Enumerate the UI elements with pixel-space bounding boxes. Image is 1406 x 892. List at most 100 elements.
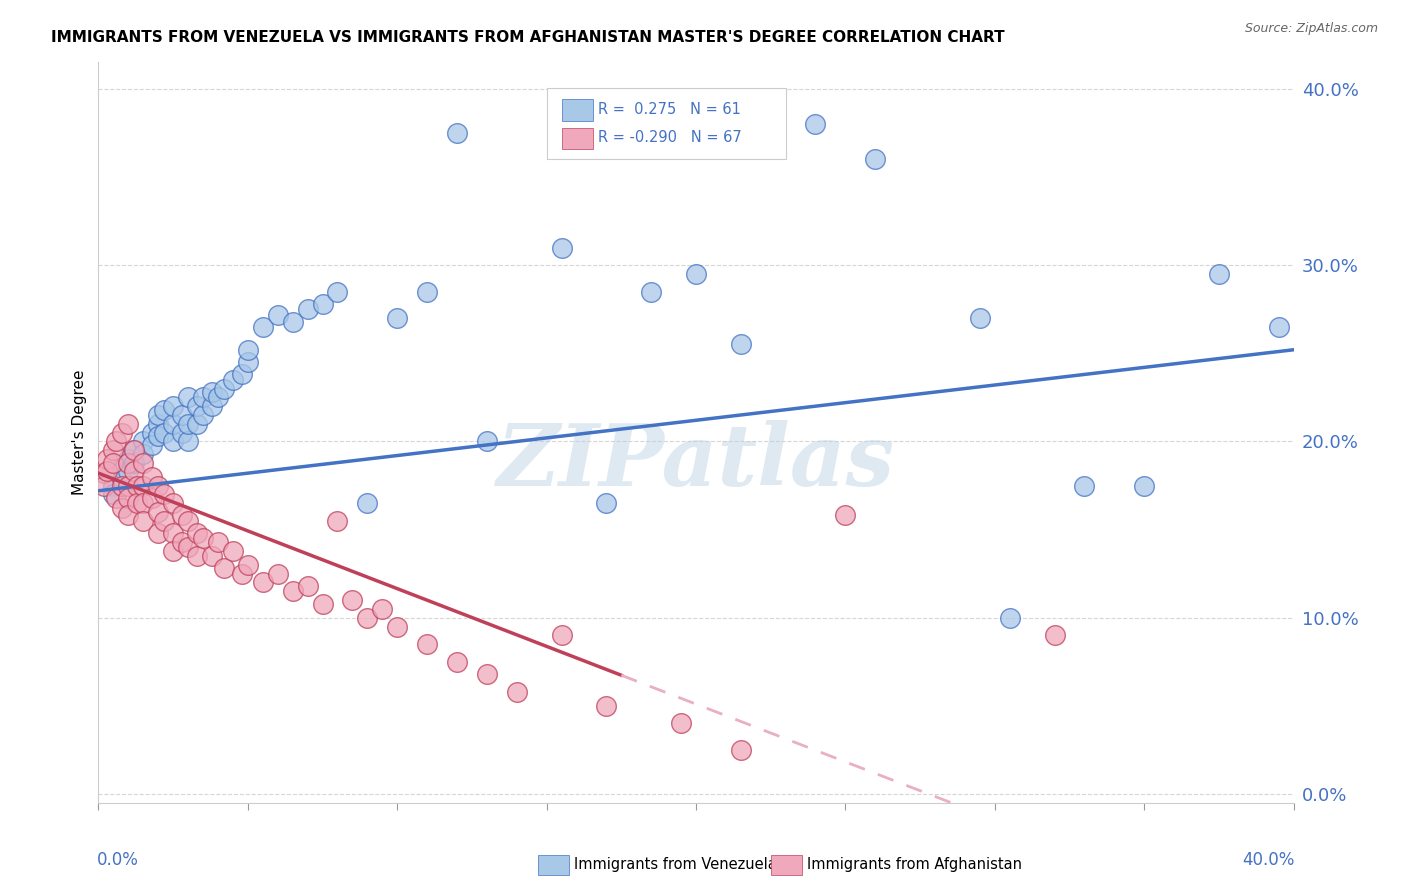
Point bbox=[124, 443, 146, 458]
Point bbox=[416, 285, 439, 299]
Text: 0.0%: 0.0% bbox=[97, 851, 139, 869]
Point bbox=[105, 434, 128, 449]
Point bbox=[162, 417, 184, 431]
Point bbox=[132, 496, 155, 510]
Point bbox=[446, 655, 468, 669]
Point bbox=[172, 508, 194, 523]
Point bbox=[201, 549, 224, 563]
Point bbox=[236, 558, 259, 572]
Point bbox=[371, 602, 394, 616]
Point bbox=[103, 456, 125, 470]
Point bbox=[148, 526, 170, 541]
Point bbox=[153, 402, 176, 417]
Point bbox=[550, 240, 572, 254]
Point bbox=[191, 408, 214, 422]
Point bbox=[132, 434, 155, 449]
Point bbox=[148, 429, 170, 443]
Point bbox=[1267, 319, 1289, 334]
Point bbox=[111, 461, 134, 475]
Point bbox=[236, 355, 259, 369]
Point bbox=[252, 575, 274, 590]
Point bbox=[124, 464, 146, 478]
Point bbox=[162, 543, 184, 558]
Point bbox=[236, 343, 259, 357]
Point bbox=[385, 619, 409, 633]
Point bbox=[212, 561, 235, 575]
Point bbox=[153, 425, 176, 440]
Point bbox=[93, 478, 115, 492]
Point bbox=[186, 399, 208, 413]
Point bbox=[162, 496, 184, 510]
Point bbox=[186, 549, 208, 563]
FancyBboxPatch shape bbox=[538, 855, 569, 875]
Point bbox=[595, 698, 617, 713]
Y-axis label: Master's Degree: Master's Degree bbox=[72, 370, 87, 495]
Point bbox=[186, 526, 208, 541]
Point bbox=[117, 452, 139, 467]
Point bbox=[127, 478, 149, 492]
Point bbox=[297, 302, 319, 317]
FancyBboxPatch shape bbox=[562, 128, 593, 149]
Point bbox=[177, 540, 200, 554]
Point bbox=[177, 417, 200, 431]
Point bbox=[207, 390, 229, 404]
Point bbox=[446, 126, 468, 140]
Point bbox=[252, 319, 274, 334]
Point bbox=[201, 385, 224, 400]
Point bbox=[311, 297, 333, 311]
Point bbox=[177, 390, 200, 404]
Point bbox=[1208, 267, 1230, 281]
Point bbox=[1133, 478, 1156, 492]
Text: Immigrants from Afghanistan: Immigrants from Afghanistan bbox=[807, 857, 1022, 872]
Point bbox=[267, 566, 290, 581]
Point bbox=[231, 368, 253, 382]
Point bbox=[132, 478, 155, 492]
Point bbox=[103, 443, 125, 458]
Point bbox=[475, 667, 498, 681]
Point bbox=[222, 543, 245, 558]
Point bbox=[111, 501, 134, 516]
Point bbox=[191, 390, 214, 404]
Point bbox=[127, 496, 149, 510]
Point bbox=[595, 496, 617, 510]
Point bbox=[416, 637, 439, 651]
Point bbox=[141, 469, 163, 483]
Point bbox=[326, 514, 349, 528]
Point bbox=[141, 438, 163, 452]
Point bbox=[117, 456, 139, 470]
Point bbox=[148, 417, 170, 431]
Point bbox=[117, 491, 139, 505]
Text: R =  0.275   N = 61: R = 0.275 N = 61 bbox=[598, 103, 741, 118]
Point bbox=[475, 434, 498, 449]
Point bbox=[172, 535, 194, 549]
Point bbox=[326, 285, 349, 299]
Point bbox=[311, 597, 333, 611]
Point bbox=[177, 514, 200, 528]
Point bbox=[111, 478, 134, 492]
Text: Source: ZipAtlas.com: Source: ZipAtlas.com bbox=[1244, 22, 1378, 36]
Point bbox=[267, 308, 290, 322]
Point bbox=[117, 508, 139, 523]
Point bbox=[865, 153, 887, 167]
Point bbox=[141, 425, 163, 440]
Point bbox=[162, 434, 184, 449]
Point bbox=[191, 532, 214, 546]
Point bbox=[730, 743, 752, 757]
Point bbox=[93, 466, 115, 480]
Point bbox=[1073, 478, 1095, 492]
Text: R = -0.290   N = 67: R = -0.290 N = 67 bbox=[598, 130, 742, 145]
Point bbox=[153, 514, 176, 528]
Point bbox=[222, 373, 245, 387]
Point bbox=[685, 267, 707, 281]
Point bbox=[969, 311, 991, 326]
Point bbox=[177, 434, 200, 449]
Point bbox=[186, 417, 208, 431]
Point bbox=[96, 464, 118, 478]
Point bbox=[385, 311, 409, 326]
Point bbox=[117, 417, 139, 431]
Text: 40.0%: 40.0% bbox=[1243, 851, 1295, 869]
Point bbox=[111, 473, 134, 487]
Point bbox=[356, 496, 378, 510]
Point bbox=[105, 491, 128, 505]
Point bbox=[281, 584, 304, 599]
